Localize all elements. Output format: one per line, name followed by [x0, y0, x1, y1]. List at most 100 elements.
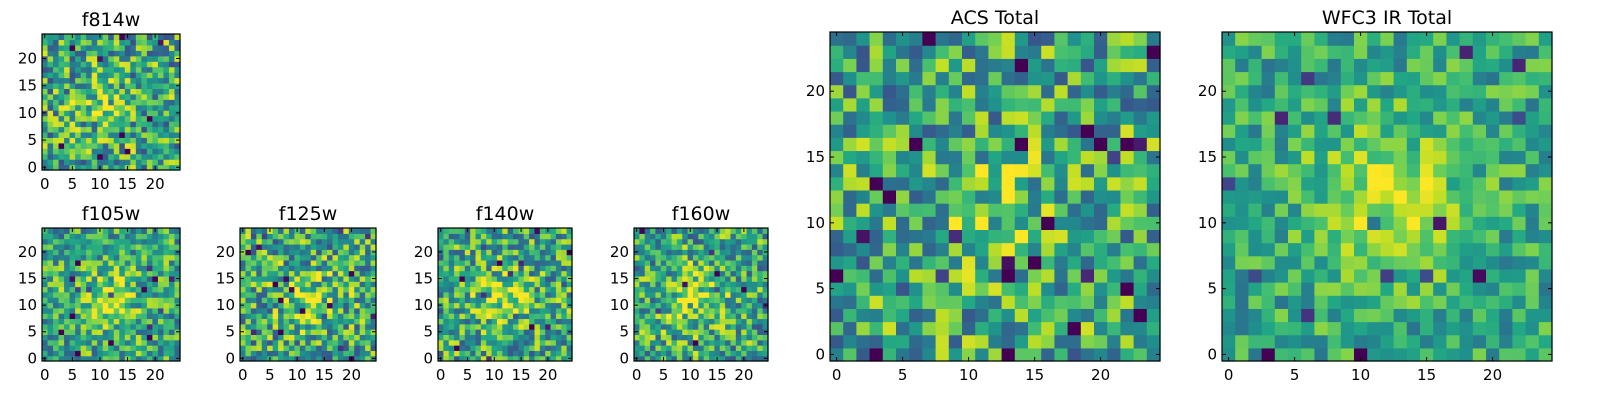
heatmap-cell [168, 61, 176, 68]
heatmap-cell [53, 302, 60, 309]
heatmap-cell [1538, 84, 1553, 99]
heatmap-cell [146, 77, 153, 84]
heatmap-cell [896, 84, 910, 99]
heatmap-cell [454, 345, 461, 351]
heatmap-cell [294, 286, 301, 293]
heatmap-cell [359, 286, 366, 293]
heatmap-cell [935, 347, 950, 362]
heatmap-cell [157, 99, 165, 106]
heatmap-cell [163, 270, 170, 277]
heatmap-cell [655, 355, 662, 362]
heatmap-cell [152, 148, 159, 155]
heatmap-cell [294, 249, 301, 256]
heatmap-cell [58, 323, 65, 330]
heatmap-cell [343, 281, 350, 288]
heatmap-cell [746, 345, 753, 351]
heatmap-cell [42, 307, 49, 314]
heatmap-cell [438, 291, 444, 298]
heatmap-cell [102, 318, 109, 325]
heatmap-cell [272, 238, 279, 245]
heatmap-cell [882, 203, 897, 217]
heatmap-cell [321, 339, 328, 346]
y-tick-label: 15 [414, 270, 433, 288]
heatmap-cell [146, 55, 153, 62]
heatmap-cell [135, 345, 142, 351]
heatmap-cell [692, 323, 699, 330]
heatmap-cell [157, 164, 165, 171]
heatmap-cell [682, 329, 689, 335]
heatmap-cell [348, 238, 355, 245]
heatmap-cell [909, 334, 923, 349]
heatmap-cell [1274, 295, 1289, 309]
heatmap-cell [283, 297, 290, 304]
heatmap-cell [639, 334, 646, 341]
heatmap-cell [962, 110, 976, 125]
heatmap-cell [174, 313, 181, 320]
heatmap-cell [922, 203, 937, 217]
y-tick-label: 10 [1198, 214, 1217, 232]
heatmap-cell [69, 88, 76, 95]
heatmap-cell [725, 339, 732, 346]
heatmap-cell [69, 275, 76, 282]
heatmap-cell [1340, 110, 1355, 125]
heatmap-cell [561, 313, 568, 320]
heatmap-cell [523, 334, 530, 341]
heatmap-cell [566, 339, 573, 346]
heatmap-cell [438, 270, 444, 277]
heatmap-cell [135, 286, 142, 293]
heatmap-cell [299, 334, 306, 341]
heatmap-cell [69, 66, 76, 73]
heatmap-cell [102, 61, 109, 68]
heatmap-cell [1261, 137, 1276, 152]
heatmap-cell [321, 275, 328, 282]
heatmap-cell [168, 121, 176, 128]
heatmap-cell [1288, 321, 1302, 336]
heatmap-cell [91, 99, 98, 106]
heatmap-cell [163, 164, 170, 171]
heatmap-cell [1288, 32, 1302, 46]
y-tick-label: 10 [414, 296, 433, 314]
heatmap-cell [354, 238, 361, 245]
heatmap-cell [698, 286, 705, 293]
heatmap-cell [513, 329, 519, 335]
heatmap-cell [1014, 71, 1029, 86]
heatmap-cell [735, 233, 742, 240]
heatmap-cell [975, 334, 989, 349]
heatmap-cell [948, 97, 963, 112]
heatmap-cell [566, 313, 573, 320]
heatmap-cell [53, 159, 60, 166]
heatmap-cell [370, 318, 377, 325]
heatmap-cell [163, 88, 170, 95]
heatmap-cell [245, 307, 252, 314]
heatmap-cell [256, 355, 263, 362]
heatmap-cell [687, 243, 694, 250]
heatmap-cell [1459, 97, 1474, 112]
heatmap-cell [108, 115, 115, 122]
heatmap-cell [130, 339, 137, 346]
heatmap-cell [135, 44, 142, 51]
heatmap-cell [725, 254, 732, 261]
heatmap-cell [86, 286, 93, 293]
heatmap-cell [470, 270, 477, 277]
heatmap-cell [762, 345, 769, 351]
heatmap-cell [327, 243, 334, 250]
heatmap-cell [475, 254, 482, 261]
heatmap-cell [86, 61, 93, 68]
x-tick-label: 0 [1224, 366, 1234, 384]
heatmap-cell [359, 302, 366, 309]
heatmap-cell [1288, 137, 1302, 152]
heatmap-cell [64, 115, 71, 122]
heatmap-cell [443, 265, 450, 272]
heatmap-cell [91, 61, 98, 68]
heatmap-cell [545, 313, 552, 320]
heatmap-cell [529, 249, 536, 256]
heatmap-cell [1288, 71, 1302, 86]
heatmap-cell [102, 104, 109, 111]
heatmap-cell [108, 93, 115, 100]
heatmap-cell [539, 243, 546, 250]
heatmap-cell [1274, 229, 1289, 244]
heatmap-cell [698, 355, 705, 362]
heatmap-cell [1001, 255, 1016, 270]
heatmap-cell [561, 350, 568, 357]
heatmap-cell [245, 318, 252, 325]
